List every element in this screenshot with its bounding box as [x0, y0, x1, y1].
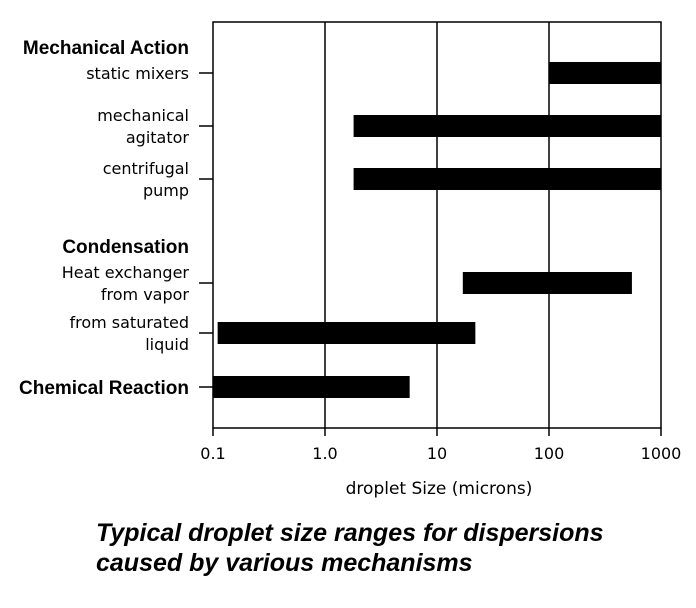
range-bar	[213, 376, 410, 398]
x-tick-label: 1.0	[312, 444, 337, 463]
category-label: agitator	[126, 128, 190, 147]
x-tick-label: 100	[534, 444, 565, 463]
category-label: liquid	[145, 335, 189, 354]
range-bar	[353, 168, 661, 190]
chart: 0.1 1.0 10 100 1000 droplet Size (microns) Mec…	[19, 21, 682, 499]
x-axis-label: droplet Size (microns)	[346, 479, 533, 499]
category-label: static mixers	[86, 64, 189, 83]
category-label: Mechanical Action	[23, 38, 189, 59]
x-tick-label: 10	[427, 444, 447, 463]
category-label: Chemical Reaction	[19, 378, 189, 399]
range-bar	[217, 322, 476, 344]
range-bar	[353, 115, 661, 137]
chart-caption: Typical droplet size ranges for dispersi…	[96, 519, 604, 577]
range-bar	[549, 62, 661, 84]
range-bar	[462, 272, 632, 294]
x-tick-label: 0.1	[200, 444, 225, 463]
category-label: Condensation	[62, 237, 189, 258]
category-label: mechanical	[97, 106, 189, 125]
x-tick-label: 1000	[641, 444, 682, 463]
category-label: centrifugal	[103, 159, 189, 178]
category-label: Heat exchanger	[62, 263, 190, 282]
category-label: pump	[143, 181, 189, 200]
category-label: from saturated	[69, 313, 189, 332]
category-label: from vapor	[101, 285, 190, 304]
